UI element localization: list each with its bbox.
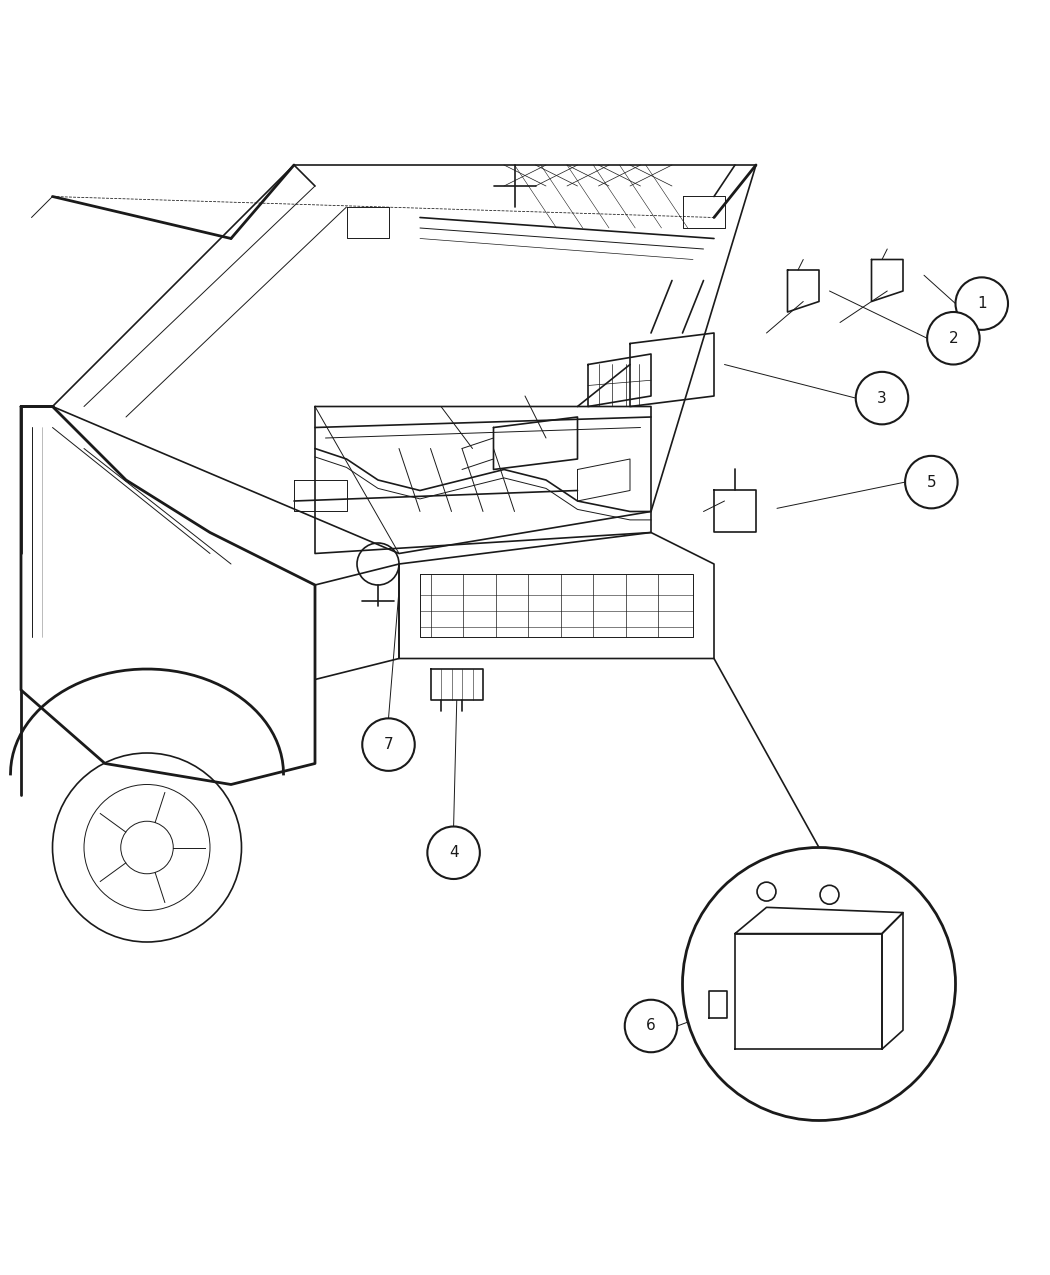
Circle shape bbox=[927, 312, 980, 365]
Text: 2: 2 bbox=[948, 330, 959, 346]
Text: 4: 4 bbox=[448, 845, 459, 861]
Text: 3: 3 bbox=[877, 390, 887, 405]
Polygon shape bbox=[735, 933, 882, 1049]
Text: 1: 1 bbox=[976, 296, 987, 311]
Circle shape bbox=[956, 278, 1008, 330]
Circle shape bbox=[625, 1000, 677, 1052]
Text: 7: 7 bbox=[383, 737, 394, 752]
Text: 5: 5 bbox=[926, 474, 937, 490]
Circle shape bbox=[427, 826, 480, 878]
Circle shape bbox=[856, 372, 908, 425]
Circle shape bbox=[905, 456, 958, 509]
Circle shape bbox=[362, 718, 415, 771]
Text: 6: 6 bbox=[646, 1019, 656, 1034]
Circle shape bbox=[682, 848, 956, 1121]
